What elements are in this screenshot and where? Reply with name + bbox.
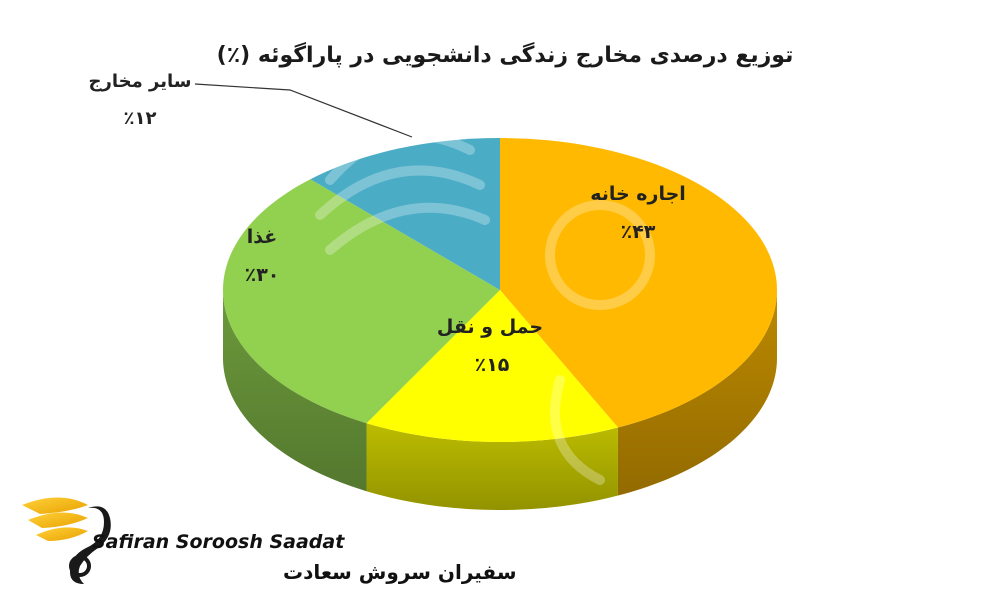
slice-value-rent: ٪۴۳ [621,221,656,243]
brand-logo: Safiran Soroosh Saadat سفیران سروش سعادت [22,497,517,584]
slice-label-rent: اجاره خانه [590,183,686,205]
slice-label-transport: حمل و نقل [437,316,543,338]
pie-side-rent [617,290,777,496]
slice-value-food: ٪۳۰ [245,264,280,286]
slice-value-transport: ٪۱۵ [475,354,510,376]
pie-side-transport [366,423,618,510]
brand-name-en: Safiran Soroosh Saadat [92,531,345,553]
slice-labels: اجاره خانه ٪۴۳ حمل و نقل ٪۱۵ غذا ٪۳۰ سای… [89,71,686,376]
brand-name-fa: سفیران سروش سعادت [283,560,517,584]
chart-title: توزیع درصدی مخارج زندگی دانشجویی در پارا… [217,41,794,68]
pie-slice-transport [366,290,618,442]
pie-side-food [223,290,367,492]
pie-side-walls [223,290,777,510]
slice-value-other: ٪۱۲ [124,108,157,129]
watermark-icon [315,130,655,485]
pie-slice-rent [500,138,777,428]
slice-label-food: غذا [247,226,277,248]
bird-logo-icon [22,497,111,584]
slice-label-other: سایر مخارج [89,71,192,92]
pie-slice-other [310,138,500,290]
pie-slices [223,138,777,442]
leader-line-other [194,83,413,138]
pie-slice-food [223,179,500,424]
